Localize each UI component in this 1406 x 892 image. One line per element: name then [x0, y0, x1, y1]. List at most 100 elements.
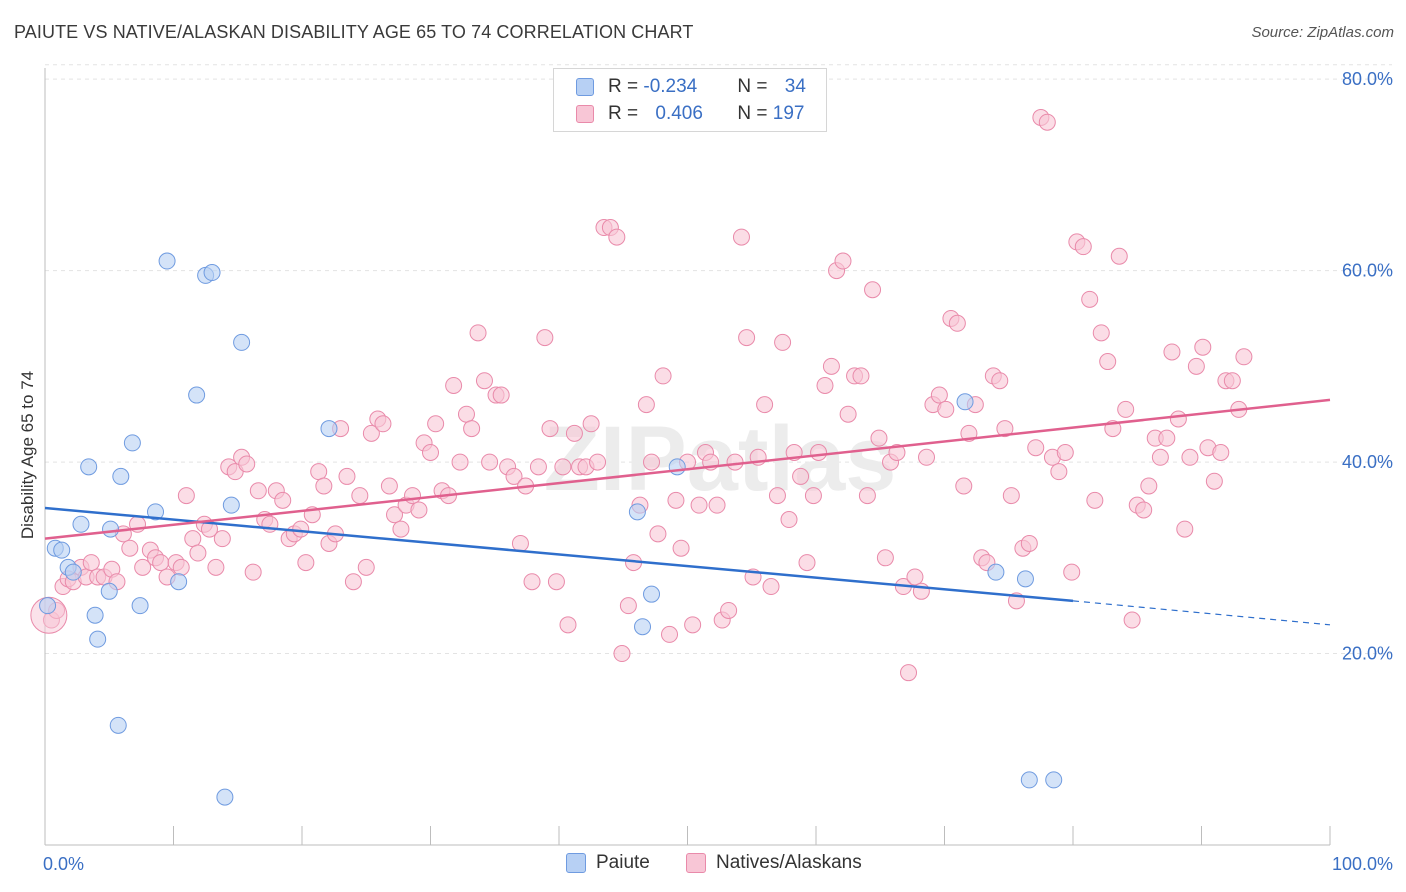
- paiute-point: [628, 503, 646, 521]
- natives-point: [172, 558, 190, 576]
- natives-point: [297, 554, 315, 572]
- natives-point: [315, 477, 333, 495]
- natives-point: [810, 444, 828, 461]
- natives-point: [1027, 439, 1045, 457]
- chart-title: PAIUTE VS NATIVE/ALASKAN DISABILITY AGE …: [14, 22, 694, 42]
- paiute-point: [170, 573, 188, 591]
- natives-point: [469, 324, 487, 342]
- natives-point: [1163, 343, 1181, 361]
- paiute-trend-extension: [1072, 600, 1331, 626]
- natives-point: [344, 573, 362, 591]
- natives-point: [380, 477, 398, 495]
- natives-point: [955, 477, 973, 495]
- natives-point: [559, 616, 577, 634]
- natives-point: [249, 482, 267, 500]
- paiute-point: [72, 515, 90, 533]
- natives-point: [768, 487, 786, 505]
- paiute-point: [112, 467, 130, 485]
- natives-point: [619, 597, 637, 615]
- natives-point: [351, 487, 369, 505]
- natives-point: [1110, 247, 1128, 265]
- series-paiute: [39, 252, 1063, 806]
- natives-point: [870, 429, 888, 447]
- natives-legend-label: Natives/Alaskans: [716, 852, 862, 873]
- natives-point: [386, 506, 404, 524]
- natives-point: [864, 281, 882, 299]
- natives-point: [1056, 444, 1074, 461]
- natives-point: [991, 372, 1009, 390]
- natives-point: [1181, 448, 1199, 466]
- natives-point: [244, 563, 262, 581]
- natives-point: [1187, 357, 1205, 375]
- natives-point: [207, 558, 225, 576]
- natives-point: [541, 420, 559, 438]
- natives-point: [1038, 113, 1056, 131]
- x-tick-label-100: 100.0%: [1332, 854, 1393, 874]
- natives-point: [213, 530, 231, 548]
- natives-trend-line: [44, 398, 1331, 540]
- natives-point: [732, 228, 750, 246]
- paiute-point: [89, 630, 107, 648]
- paiute-point: [86, 606, 104, 624]
- paiute-n-label: N =: [737, 76, 773, 97]
- natives-point: [492, 386, 510, 404]
- natives-point: [338, 467, 356, 485]
- natives-point: [511, 534, 529, 552]
- natives-point: [798, 554, 816, 572]
- paiute-point: [39, 597, 57, 615]
- paiute-point: [131, 597, 149, 615]
- natives-swatch: [576, 105, 594, 123]
- paiute-point: [233, 333, 251, 351]
- natives-point: [900, 664, 918, 682]
- natives-point: [756, 396, 774, 414]
- natives-point: [505, 467, 523, 485]
- natives-point: [822, 357, 840, 375]
- natives-point: [451, 453, 469, 471]
- natives-point: [672, 539, 690, 557]
- natives-point: [613, 645, 631, 663]
- paiute-point: [987, 563, 1005, 581]
- natives-point: [310, 463, 328, 481]
- natives-point: [475, 372, 493, 390]
- natives-point: [134, 558, 152, 576]
- x-tick-label-0: 0.0%: [43, 854, 84, 874]
- series-legend: Paiute Natives/Alaskans: [0, 852, 1406, 878]
- natives-point: [780, 511, 798, 529]
- natives-point: [792, 467, 810, 485]
- paiute-point: [158, 252, 176, 270]
- natives-point: [1123, 611, 1141, 629]
- natives-point: [720, 601, 738, 619]
- natives-point: [1050, 463, 1068, 481]
- natives-point: [649, 525, 667, 543]
- natives-point: [937, 400, 955, 418]
- axes: [44, 68, 1331, 846]
- paiute-point: [100, 582, 118, 600]
- natives-point: [1063, 563, 1081, 581]
- natives-point: [852, 367, 870, 385]
- paiute-r-value: -0.234: [643, 76, 698, 97]
- natives-point: [1176, 520, 1194, 538]
- y-tick-label-60: 60.0%: [1342, 261, 1393, 281]
- trend-lines: [44, 398, 1331, 626]
- natives-point: [1212, 444, 1230, 461]
- natives-point: [523, 573, 541, 591]
- natives-point: [374, 415, 392, 433]
- natives-point: [121, 539, 139, 557]
- natives-point: [177, 487, 195, 505]
- natives-point: [1223, 372, 1241, 390]
- natives-point: [1151, 448, 1169, 466]
- paiute-point: [53, 541, 71, 559]
- paiute-point: [216, 788, 234, 806]
- natives-point: [392, 520, 410, 538]
- chart-source: Source: ZipAtlas.com: [1251, 24, 1394, 41]
- natives-point: [918, 448, 936, 466]
- natives-point: [589, 453, 607, 471]
- natives-point: [876, 549, 894, 567]
- paiute-point: [1020, 771, 1038, 789]
- natives-n-label: N =: [737, 103, 773, 124]
- natives-r-label: R =: [608, 103, 644, 124]
- natives-point: [816, 376, 834, 394]
- natives-point: [481, 453, 499, 471]
- natives-point: [637, 396, 655, 414]
- paiute-point: [643, 585, 661, 603]
